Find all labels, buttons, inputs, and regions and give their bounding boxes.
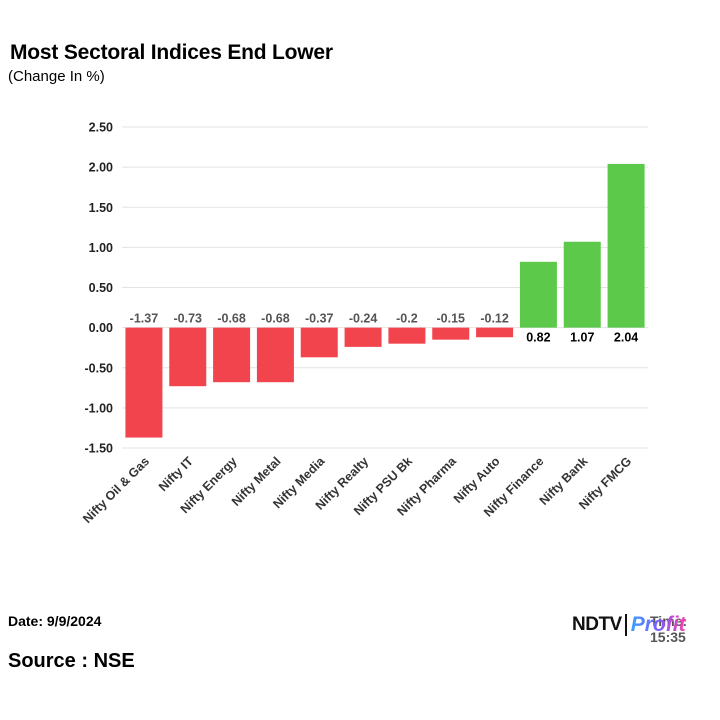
data-label: 1.07 (570, 331, 594, 345)
y-tick-label: 1.50 (89, 201, 113, 215)
x-tick-label: Nifty Oil & Gas (80, 454, 152, 526)
data-label: -0.15 (437, 312, 466, 326)
bar (388, 327, 426, 344)
data-label: -0.37 (305, 312, 334, 326)
data-label: -0.68 (261, 312, 290, 326)
ndtv-profit-logo: NDTV Profit (572, 612, 686, 638)
bar-chart: 2.50 2.00 1.50 1.00 0.50 0.00 -0.50 -1.00 -1.50 -… (80, 121, 648, 526)
footer-date: Date: 9/9/2024 (8, 613, 102, 629)
logo-ndtv-text: NDTV (572, 614, 622, 635)
data-label: 2.04 (614, 331, 638, 345)
data-label: -0.2 (396, 312, 418, 326)
bar (563, 241, 601, 328)
bar (519, 261, 557, 328)
data-label: -1.37 (130, 312, 159, 326)
y-tick-label: 0.00 (89, 321, 113, 335)
bar (125, 327, 163, 438)
x-tick-label: Nifty IT (156, 454, 196, 494)
bar (169, 327, 207, 387)
bar (476, 327, 514, 338)
bar (213, 327, 251, 383)
y-tick-label: 0.50 (89, 281, 113, 295)
bar (300, 327, 338, 358)
logo-profit-text: Profit (630, 613, 686, 636)
data-label: -0.24 (349, 312, 378, 326)
bar (432, 327, 470, 340)
bar (256, 327, 294, 383)
y-tick-label: 2.50 (89, 121, 113, 135)
y-tick-label: 1.00 (89, 241, 113, 255)
y-tick-label: -0.50 (85, 361, 114, 375)
footer-source: Source : NSE (8, 650, 135, 672)
data-label: -0.73 (174, 312, 203, 326)
logo-divider (624, 614, 627, 636)
chart-subtitle: (Change In %) (8, 68, 105, 85)
data-label: -0.68 (217, 312, 246, 326)
footer-time: Time: 15:35 (650, 613, 687, 645)
y-tick-label: -1.00 (85, 401, 114, 415)
y-tick-label: 2.00 (89, 161, 113, 175)
y-tick-label: -1.50 (85, 442, 114, 456)
bar (607, 163, 645, 328)
data-label: -0.12 (480, 312, 509, 326)
bar (344, 327, 382, 347)
data-label: 0.82 (526, 331, 550, 345)
chart-title: Most Sectoral Indices End Lower (10, 41, 333, 64)
